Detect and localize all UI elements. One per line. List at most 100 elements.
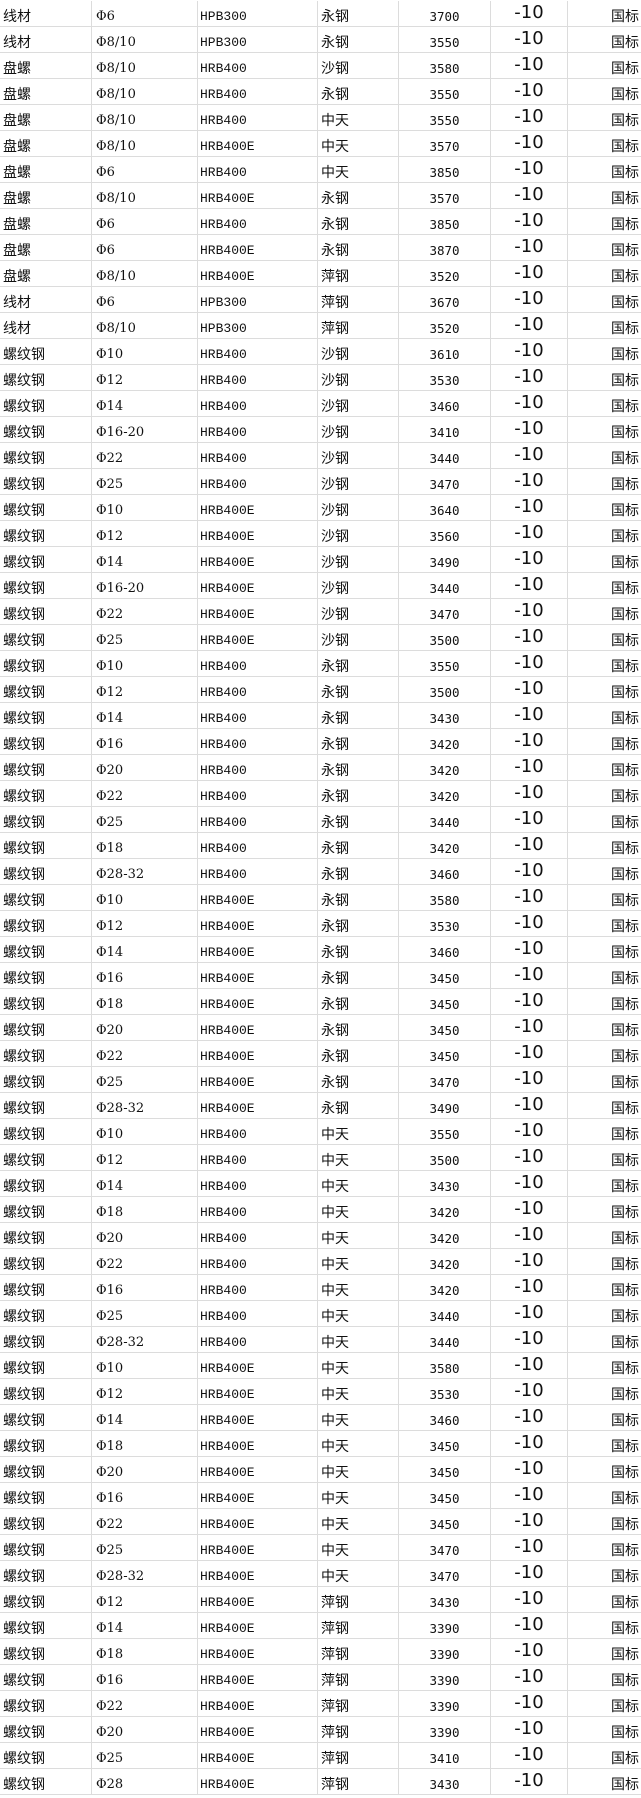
mill-cell[interactable]: 中天 [318,157,399,182]
standard-cell[interactable]: 国标 [611,893,639,909]
standard-cell[interactable]: 国标 [611,1621,639,1637]
change-cell[interactable]: -10 [491,313,568,338]
mill-cell[interactable]: 中天 [318,1353,399,1378]
spec-cell[interactable]: Φ8/10 [92,27,198,52]
grade-cell[interactable]: HRB400E [198,495,318,520]
product-cell[interactable]: 盘螺 [0,235,92,260]
spec-cell[interactable]: Φ12 [92,911,198,936]
product-cell[interactable]: 螺纹钢 [0,1561,92,1586]
mill-cell[interactable]: 萍钢 [318,1665,399,1690]
standard-cell[interactable]: 国标 [611,217,639,233]
grade-cell[interactable]: HRB400 [198,1301,318,1326]
change-cell[interactable]: -10 [491,989,568,1014]
change-cell[interactable]: -10 [491,547,568,572]
mill-cell[interactable]: 永钢 [318,651,399,676]
price-cell[interactable]: 3460 [399,1405,491,1430]
spec-cell[interactable]: Φ25 [92,1301,198,1326]
product-cell[interactable]: 螺纹钢 [0,1717,92,1742]
grade-cell[interactable]: HRB400E [198,1769,318,1794]
spec-cell[interactable]: Φ22 [92,599,198,624]
change-cell[interactable]: -10 [491,495,568,520]
standard-cell[interactable]: 国标 [611,659,639,675]
standard-cell[interactable]: 国标 [611,1283,639,1299]
price-cell[interactable]: 3450 [399,1457,491,1482]
spec-cell[interactable]: Φ22 [92,443,198,468]
product-cell[interactable]: 盘螺 [0,157,92,182]
product-cell[interactable]: 盘螺 [0,183,92,208]
change-cell[interactable]: -10 [491,1587,568,1612]
spec-cell[interactable]: Φ6 [92,235,198,260]
mill-cell[interactable]: 萍钢 [318,1639,399,1664]
spec-cell[interactable]: Φ25 [92,807,198,832]
spec-cell[interactable]: Φ20 [92,1015,198,1040]
product-cell[interactable]: 螺纹钢 [0,1613,92,1638]
change-cell[interactable]: -10 [491,1691,568,1716]
price-cell[interactable]: 3700 [399,1,491,26]
standard-cell[interactable]: 国标 [611,711,639,727]
spec-cell[interactable]: Φ8/10 [92,313,198,338]
product-cell[interactable]: 螺纹钢 [0,1327,92,1352]
product-cell[interactable]: 螺纹钢 [0,989,92,1014]
spec-cell[interactable]: Φ6 [92,1,198,26]
grade-cell[interactable]: HRB400E [198,885,318,910]
product-cell[interactable]: 螺纹钢 [0,963,92,988]
spec-cell[interactable]: Φ18 [92,1431,198,1456]
mill-cell[interactable]: 永钢 [318,1067,399,1092]
change-cell[interactable]: -10 [491,27,568,52]
standard-cell[interactable]: 国标 [611,1725,639,1741]
standard-cell[interactable]: 国标 [611,607,639,623]
spec-cell[interactable]: Φ20 [92,1457,198,1482]
grade-cell[interactable]: HRB400E [198,1015,318,1040]
spec-cell[interactable]: Φ20 [92,1717,198,1742]
mill-cell[interactable]: 萍钢 [318,1587,399,1612]
standard-cell[interactable]: 国标 [611,451,639,467]
mill-cell[interactable]: 沙钢 [318,391,399,416]
change-cell[interactable]: -10 [491,625,568,650]
spec-cell[interactable]: Φ28 [92,1769,198,1794]
price-cell[interactable]: 3420 [399,755,491,780]
spec-cell[interactable]: Φ8/10 [92,131,198,156]
standard-cell[interactable]: 国标 [611,555,639,571]
change-cell[interactable]: -10 [491,235,568,260]
change-cell[interactable]: -10 [491,1171,568,1196]
spec-cell[interactable]: Φ16-20 [92,417,198,442]
mill-cell[interactable]: 萍钢 [318,287,399,312]
mill-cell[interactable]: 中天 [318,1249,399,1274]
change-cell[interactable]: -10 [491,651,568,676]
price-cell[interactable]: 3420 [399,729,491,754]
price-cell[interactable]: 3580 [399,885,491,910]
price-cell[interactable]: 3530 [399,911,491,936]
mill-cell[interactable]: 永钢 [318,1,399,26]
price-cell[interactable]: 3450 [399,1509,491,1534]
mill-cell[interactable]: 永钢 [318,755,399,780]
product-cell[interactable]: 螺纹钢 [0,755,92,780]
grade-cell[interactable]: HRB400E [198,911,318,936]
change-cell[interactable]: -10 [491,1405,568,1430]
mill-cell[interactable]: 中天 [318,105,399,130]
spec-cell[interactable]: Φ18 [92,1639,198,1664]
spec-cell[interactable]: Φ6 [92,209,198,234]
grade-cell[interactable]: HRB400 [198,729,318,754]
spec-cell[interactable]: Φ14 [92,391,198,416]
spec-cell[interactable]: Φ14 [92,1613,198,1638]
grade-cell[interactable]: HRB400E [198,521,318,546]
price-cell[interactable]: 3440 [399,807,491,832]
grade-cell[interactable]: HRB400 [198,417,318,442]
grade-cell[interactable]: HRB400 [198,1171,318,1196]
price-cell[interactable]: 3450 [399,1041,491,1066]
change-cell[interactable]: -10 [491,1353,568,1378]
mill-cell[interactable]: 沙钢 [318,417,399,442]
mill-cell[interactable]: 沙钢 [318,443,399,468]
grade-cell[interactable]: HPB300 [198,313,318,338]
mill-cell[interactable]: 永钢 [318,27,399,52]
grade-cell[interactable]: HRB400 [198,651,318,676]
mill-cell[interactable]: 沙钢 [318,495,399,520]
change-cell[interactable]: -10 [491,1509,568,1534]
product-cell[interactable]: 螺纹钢 [0,1405,92,1430]
standard-cell[interactable]: 国标 [611,1335,639,1351]
standard-cell[interactable]: 国标 [611,295,639,311]
spec-cell[interactable]: Φ25 [92,625,198,650]
grade-cell[interactable]: HRB400E [198,937,318,962]
change-cell[interactable]: -10 [491,391,568,416]
standard-cell[interactable]: 国标 [611,815,639,831]
